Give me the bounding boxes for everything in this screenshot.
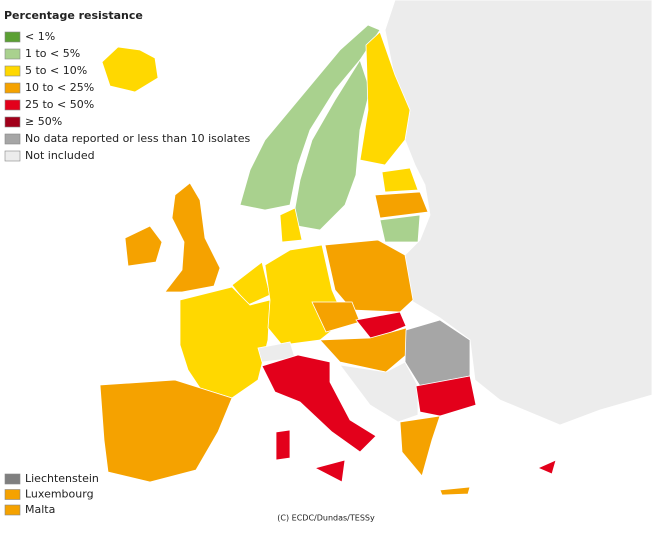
france bbox=[179, 286, 271, 399]
slovakia bbox=[355, 311, 407, 341]
map bbox=[99, 0, 652, 496]
legend-swatch bbox=[4, 504, 21, 516]
iceland bbox=[101, 46, 159, 93]
crete bbox=[439, 486, 471, 496]
legend-label: ≥ 50% bbox=[25, 115, 62, 128]
legend-swatch bbox=[4, 82, 21, 94]
legend-swatch bbox=[4, 31, 21, 43]
sicily bbox=[313, 459, 346, 483]
sardinia bbox=[275, 429, 291, 461]
legend-swatch bbox=[4, 473, 21, 485]
credit: (C) ECDC/Dundas/TESSy bbox=[277, 514, 375, 523]
legend-label: 25 to < 50% bbox=[25, 98, 94, 111]
legend-swatch bbox=[4, 489, 21, 500]
bulgaria bbox=[415, 375, 477, 417]
finland bbox=[359, 31, 411, 166]
lithuania bbox=[379, 214, 421, 243]
greece bbox=[399, 415, 441, 477]
legend-label: Liechtenstein bbox=[25, 472, 99, 485]
legend-label: 10 to < 25% bbox=[25, 81, 94, 94]
legend-title: Percentage resistance bbox=[4, 9, 143, 22]
legend-label: Not included bbox=[25, 149, 95, 162]
cyprus bbox=[537, 459, 557, 475]
italy bbox=[261, 354, 377, 453]
latvia bbox=[374, 191, 429, 219]
legend-label: 5 to < 10% bbox=[25, 64, 87, 77]
poland bbox=[324, 239, 414, 313]
legend-label: Luxembourg bbox=[25, 488, 94, 501]
legend-label: < 1% bbox=[25, 30, 55, 43]
norway bbox=[239, 24, 381, 211]
balkans bbox=[339, 361, 419, 423]
denmark bbox=[279, 207, 303, 243]
legend-label: No data reported or less than 10 isolate… bbox=[25, 132, 250, 145]
legend-label: 1 to < 5% bbox=[25, 47, 80, 60]
united-kingdom bbox=[164, 182, 221, 293]
legend-swatch bbox=[4, 48, 21, 60]
legend-swatch bbox=[4, 99, 21, 111]
spain-portugal bbox=[99, 379, 233, 483]
legend-swatch bbox=[4, 65, 21, 77]
legend-swatch bbox=[4, 116, 21, 128]
ireland bbox=[124, 225, 163, 267]
legend-label: Malta bbox=[25, 503, 55, 516]
legend-swatch bbox=[4, 133, 21, 145]
legend-swatch bbox=[4, 150, 21, 162]
estonia bbox=[381, 167, 419, 193]
